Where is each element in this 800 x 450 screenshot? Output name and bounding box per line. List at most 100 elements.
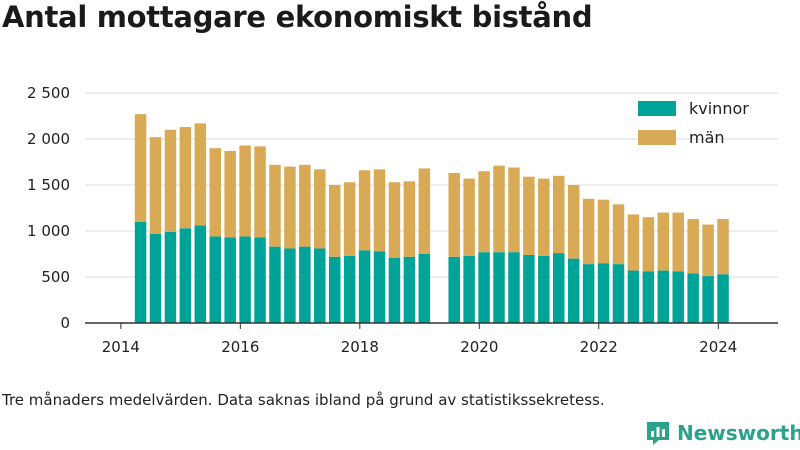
bar-man [239,145,251,237]
bar-kvinnor [284,248,296,323]
bar-kvinnor [418,254,431,323]
bar-kvinnor [597,263,610,323]
x-tick-label: 2016 [221,338,259,356]
bar-man [567,185,580,259]
bar-man [493,165,505,253]
bar-kvinnor [179,228,192,323]
bar-kvinnor [343,255,356,323]
bar-man [179,127,192,229]
bar-man [194,123,207,226]
bar-man [314,169,326,249]
bar-kvinnor [523,254,535,323]
bar-man [657,212,670,271]
bar-man [702,224,714,277]
bar-kvinnor [403,256,416,323]
bar-kvinnor [478,252,490,323]
bar-kvinnor [448,256,460,323]
bar-kvinnor [702,276,714,323]
bar-kvinnor [612,264,625,323]
bar-man [373,169,386,252]
axes: 0 500 1 000 1 500 2 000 2 500 2014 2016 2018 2020… [27,84,778,356]
bar-kvinnor [493,252,505,323]
bar-man [403,181,416,257]
chart-title: Antal mottagare ekonomiskt bistånd [2,0,593,34]
bar-kvinnor [627,270,640,323]
newsworthy-logo-icon [647,422,669,445]
bar-kvinnor [687,273,699,323]
bar-man [254,146,266,238]
bar-kvinnor [552,253,565,323]
bar-man [149,137,162,234]
y-tick-label: 2 500 [27,84,70,102]
bar-man [164,129,177,232]
stacked-bar-chart: 0 500 1 000 1 500 2 000 2 500 2014 2016 2018 2020… [27,84,778,356]
x-tick-label: 2014 [102,338,140,356]
bar-kvinnor [269,246,281,323]
x-tick-label: 2024 [699,338,737,356]
bar-kvinnor [373,251,386,323]
x-tick-label: 2020 [460,338,498,356]
bar-kvinnor [209,236,221,323]
bar-man [538,178,550,256]
bar-man [269,164,281,247]
bar-man [642,217,655,272]
bar-kvinnor [582,264,595,323]
bar-man [687,219,699,274]
bar-kvinnor [388,257,401,323]
y-tick-label: 2 000 [27,130,70,148]
bar-man [448,173,460,257]
bar-kvinnor [164,231,177,323]
bar-kvinnor [717,274,729,323]
y-tick-label: 0 [60,314,70,332]
bar-kvinnor [239,236,251,323]
y-tick-label: 1 000 [27,222,70,240]
bar-man [343,182,356,256]
bars [134,114,729,323]
bar-man [284,166,296,249]
bar-kvinnor [463,255,475,323]
x-tick-label: 2022 [580,338,618,356]
bar-kvinnor [194,225,207,323]
bar-man [328,185,341,257]
bar-man [418,168,431,254]
bar-kvinnor [314,248,326,323]
bar-kvinnor [328,256,341,323]
newsworthy-logo[interactable]: Newsworthy [645,420,800,446]
legend-label-kvinnor: kvinnor [689,99,749,118]
bar-man [717,219,729,275]
bar-kvinnor [672,271,684,323]
x-tick-label: 2018 [341,338,379,356]
y-tick-label: 1 500 [27,176,70,194]
bar-man [209,148,221,237]
y-tick-label: 500 [41,268,70,286]
legend-swatch-man [638,130,676,145]
bar-man [224,150,236,238]
bar-kvinnor [149,233,162,323]
bar-kvinnor [134,221,147,323]
bar-man [478,171,490,253]
bar-man [612,204,625,265]
bar-man [463,178,475,256]
bar-man [672,212,684,272]
bar-man [358,170,371,251]
bar-kvinnor [642,271,655,323]
legend: kvinnor män [638,99,749,147]
bar-kvinnor [657,270,670,323]
bar-man [299,164,311,247]
legend-swatch-kvinnor [638,101,676,116]
bar-kvinnor [508,252,520,323]
bar-man [508,167,520,253]
bar-kvinnor [567,258,580,323]
bar-man [597,199,610,264]
bar-man [388,182,401,258]
bar-kvinnor [299,246,311,323]
bar-kvinnor [254,237,266,323]
bar-man [134,114,147,222]
bar-kvinnor [358,250,371,323]
footnote: Tre månaders medelvärden. Data saknas ib… [2,391,605,409]
bar-kvinnor [538,255,550,323]
bar-man [627,214,640,271]
bar-kvinnor [224,237,236,323]
bar-man [582,198,595,265]
legend-label-man: män [689,128,725,147]
